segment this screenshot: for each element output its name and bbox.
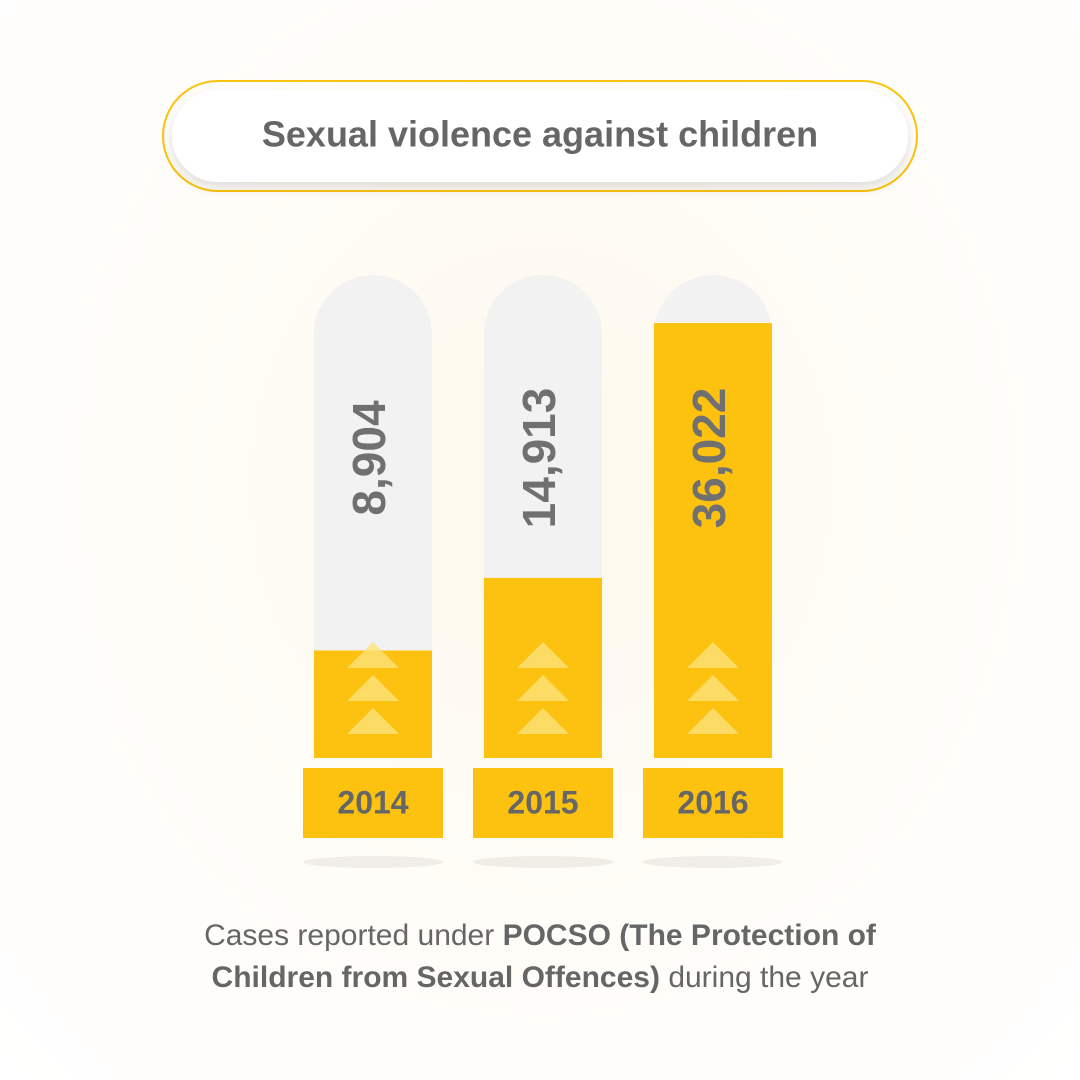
value-label: 14,913	[513, 388, 565, 529]
footnote: Cases reported under POCSO (The Protecti…	[0, 915, 1080, 999]
chart-title: Sexual violence against children	[262, 114, 818, 155]
value-label: 8,904	[343, 400, 395, 516]
x-tick-label: 2016	[677, 784, 748, 820]
title-outline	[162, 80, 918, 192]
year-box	[303, 768, 443, 838]
note-text: during the year	[668, 961, 869, 994]
title-pill	[172, 90, 908, 182]
year-box	[473, 768, 613, 838]
arrow-icon	[687, 675, 739, 701]
arrow-icon	[517, 708, 569, 734]
note-bold: POCSO (The Protection of	[502, 919, 876, 952]
shadow	[643, 856, 783, 868]
arrow-icon	[347, 675, 399, 701]
bar-track	[314, 275, 432, 758]
value-label: 36,022	[683, 388, 735, 529]
x-tick-label: 2015	[507, 784, 578, 820]
arrow-icon	[687, 708, 739, 734]
arrow-icon	[347, 708, 399, 734]
x-tick-label: 2014	[337, 784, 408, 820]
shadow	[473, 856, 613, 868]
note-text: Cases reported under	[204, 919, 495, 952]
arrow-icon	[517, 642, 569, 668]
arrow-icon	[517, 675, 569, 701]
arrow-icon	[687, 642, 739, 668]
note-bold: Children from Sexual Offences)	[211, 961, 660, 994]
shadow	[303, 856, 443, 868]
arrow-icon	[347, 642, 399, 668]
bar	[314, 650, 432, 758]
year-box	[643, 768, 783, 838]
